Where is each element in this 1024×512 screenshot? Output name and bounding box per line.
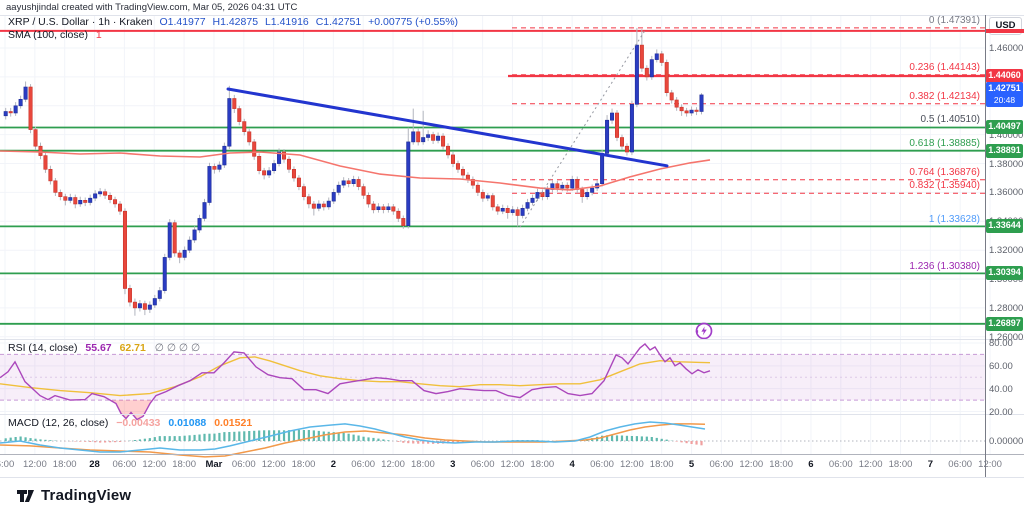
candles	[3, 27, 704, 316]
rsi-line	[0, 343, 711, 421]
fib-retracement-connector[interactable]	[519, 28, 647, 228]
macd-line	[0, 421, 706, 453]
lightning-sticker-icon[interactable]	[695, 322, 713, 340]
rsi-ma-line	[0, 356, 711, 397]
sma-100-line[interactable]	[0, 150, 711, 191]
grid-lines	[0, 15, 991, 454]
descending-trendline[interactable]	[226, 87, 669, 168]
